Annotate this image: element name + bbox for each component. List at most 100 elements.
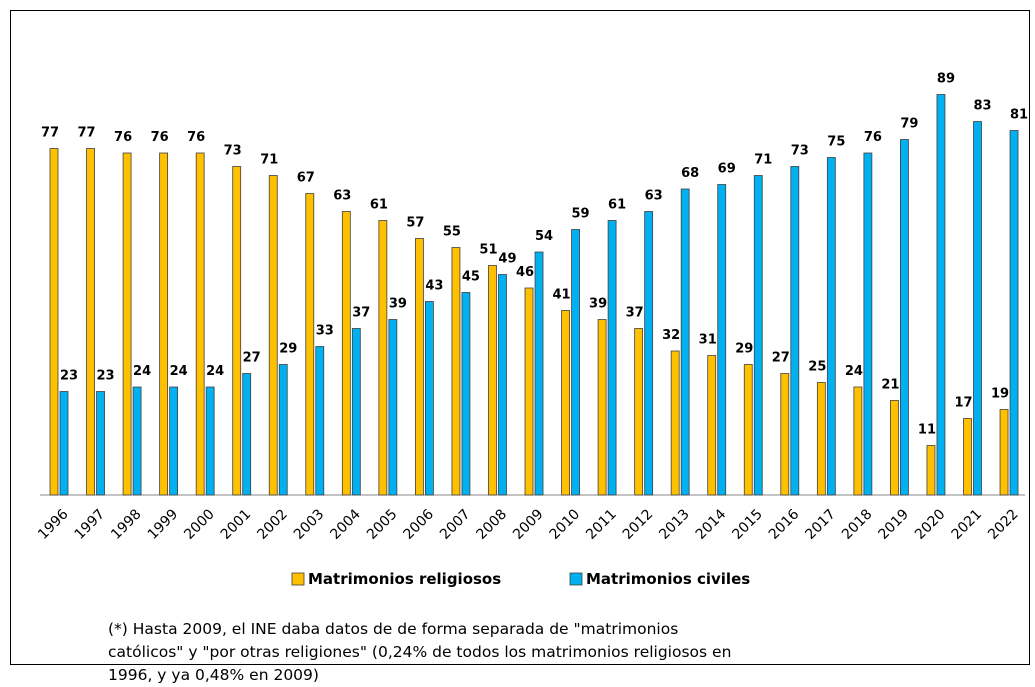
data-label: 68	[681, 166, 699, 181]
data-label: 73	[224, 144, 242, 159]
data-label: 79	[900, 117, 918, 132]
data-label: 77	[41, 126, 59, 141]
data-label: 31	[699, 333, 717, 348]
footnote: (*) Hasta 2009, el INE daba datos de de …	[108, 620, 732, 684]
legend-label: Matrimonios religiosos	[308, 570, 501, 588]
data-label: 77	[77, 126, 95, 141]
data-label: 61	[370, 198, 388, 213]
data-label: 76	[187, 130, 205, 145]
data-label: 25	[808, 360, 826, 375]
bar	[96, 391, 105, 496]
data-label: 21	[881, 378, 899, 393]
bar	[743, 364, 753, 496]
data-label: 17	[954, 396, 972, 411]
bar	[268, 175, 278, 496]
bar	[378, 220, 388, 496]
data-label: 23	[60, 369, 78, 384]
data-label: 29	[735, 342, 753, 357]
data-label: 39	[389, 297, 407, 312]
data-label: 43	[425, 279, 443, 294]
data-label: 27	[243, 351, 261, 366]
page: 77 23 1996 77 23 1997 76 24 1998 76 24 1999 76 24 2000…	[10, 10, 1030, 684]
bar	[388, 319, 398, 496]
legend-label: Matrimonios civiles	[586, 570, 750, 588]
bar	[999, 409, 1009, 496]
bar	[341, 211, 351, 496]
data-label: 24	[133, 364, 151, 379]
data-label: 24	[845, 364, 863, 379]
bar	[59, 391, 69, 496]
data-label: 61	[608, 198, 626, 213]
data-label: 55	[443, 225, 461, 240]
data-label: 45	[462, 270, 480, 285]
data-label: 24	[206, 364, 224, 379]
data-label: 71	[754, 153, 772, 168]
bar	[451, 247, 461, 496]
bar	[169, 386, 179, 496]
bar	[634, 328, 644, 496]
bar	[414, 238, 424, 496]
bar	[1009, 130, 1019, 496]
bar	[498, 274, 507, 496]
data-label: 63	[333, 189, 351, 204]
data-label: 76	[864, 130, 882, 145]
bar	[122, 152, 132, 496]
bar	[132, 386, 142, 496]
bar	[926, 445, 936, 496]
bar	[670, 350, 680, 496]
data-label: 76	[114, 130, 132, 145]
legend-swatch	[291, 572, 305, 586]
data-label: 54	[535, 229, 553, 244]
data-label: 11	[918, 423, 936, 438]
bar	[242, 373, 252, 496]
data-label: 71	[260, 153, 278, 168]
bar	[195, 152, 205, 496]
data-label: 39	[589, 297, 607, 312]
data-label: 29	[279, 342, 297, 357]
bar	[863, 152, 873, 496]
bar	[597, 319, 607, 496]
bar	[963, 418, 972, 496]
bar	[232, 166, 242, 496]
bar	[49, 148, 59, 496]
data-label: 33	[316, 324, 334, 339]
bar	[524, 287, 534, 496]
bar	[853, 386, 863, 496]
chart: 7723199677231997762419987624199976242000…	[10, 10, 1030, 665]
data-label: 59	[572, 207, 590, 222]
bar	[890, 400, 899, 496]
data-label: 69	[718, 162, 736, 177]
data-label: 37	[352, 306, 370, 321]
bar	[780, 373, 790, 496]
data-label: 49	[498, 252, 516, 267]
bar	[707, 355, 717, 496]
data-label: 83	[973, 99, 991, 114]
chart-border	[10, 10, 1030, 665]
bar	[534, 251, 544, 496]
bar	[936, 94, 946, 496]
bar	[753, 175, 763, 496]
bar	[900, 139, 909, 496]
data-label: 51	[479, 243, 497, 258]
bar	[717, 184, 727, 496]
data-label: 27	[772, 351, 790, 366]
bar	[644, 211, 654, 496]
bar	[351, 328, 361, 496]
data-label: 37	[626, 306, 644, 321]
bar	[205, 386, 215, 496]
bar	[571, 229, 580, 496]
data-label: 81	[1010, 108, 1028, 123]
legend-swatch	[569, 572, 583, 586]
bar	[315, 346, 325, 496]
bar	[461, 292, 471, 496]
bar	[305, 193, 315, 496]
bar	[488, 265, 497, 496]
data-label: 89	[937, 72, 955, 87]
bar	[607, 220, 617, 496]
bar	[680, 188, 690, 496]
data-label: 63	[645, 189, 663, 204]
data-label: 24	[170, 364, 188, 379]
bar	[424, 301, 434, 496]
bar	[790, 166, 800, 496]
bar	[826, 157, 836, 496]
